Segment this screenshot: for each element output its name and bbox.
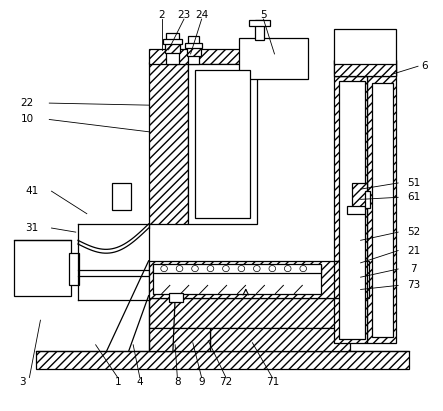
Text: 10: 10 (21, 115, 34, 125)
Text: 41: 41 (25, 186, 38, 196)
Text: 31: 31 (25, 223, 38, 233)
Text: 51: 51 (407, 178, 420, 188)
Bar (163, 39, 182, 44)
Text: 4: 4 (136, 377, 143, 388)
Bar (153, 265, 321, 293)
Text: 73: 73 (407, 280, 420, 291)
Bar (210, 328, 350, 351)
Bar (149, 62, 188, 224)
Bar (352, 183, 367, 208)
Bar (69, 253, 79, 285)
Bar (185, 43, 202, 48)
Bar (334, 60, 396, 76)
Text: 2: 2 (159, 10, 165, 20)
Text: 23: 23 (177, 10, 190, 20)
Bar (347, 206, 365, 214)
Bar (338, 81, 365, 339)
Bar (255, 20, 264, 39)
Bar (365, 191, 370, 208)
Bar (149, 328, 210, 351)
Text: 7: 7 (410, 264, 417, 274)
Text: 22: 22 (20, 98, 34, 108)
Text: 24: 24 (195, 10, 208, 20)
Text: 71: 71 (266, 377, 279, 388)
Text: 5: 5 (260, 10, 267, 20)
Bar (153, 264, 321, 273)
Circle shape (300, 266, 307, 272)
Bar (372, 83, 393, 337)
Circle shape (161, 266, 167, 272)
Bar (334, 76, 367, 343)
Bar (334, 60, 396, 76)
Bar (149, 298, 369, 328)
Text: 9: 9 (198, 377, 205, 388)
Text: 61: 61 (407, 192, 420, 202)
Text: 72: 72 (219, 377, 233, 388)
Bar (249, 20, 270, 26)
Bar (188, 36, 199, 64)
Bar (168, 293, 183, 302)
Bar (166, 33, 179, 64)
Circle shape (222, 266, 229, 272)
Bar (367, 64, 396, 343)
Bar (334, 29, 396, 64)
Bar (195, 70, 250, 218)
Text: 21: 21 (407, 245, 420, 256)
Bar (36, 351, 409, 369)
Circle shape (269, 266, 276, 272)
Circle shape (284, 266, 291, 272)
Bar (14, 240, 71, 296)
Bar (239, 37, 307, 79)
Bar (149, 261, 369, 298)
Circle shape (192, 266, 198, 272)
Bar (188, 64, 257, 224)
Text: 1: 1 (114, 377, 121, 388)
Text: 52: 52 (407, 227, 420, 237)
Bar (187, 47, 201, 56)
Circle shape (207, 266, 214, 272)
Bar (112, 183, 131, 210)
Bar (149, 48, 275, 64)
Circle shape (176, 266, 183, 272)
Bar (165, 43, 180, 53)
Circle shape (238, 266, 245, 272)
Circle shape (253, 266, 260, 272)
Bar (334, 261, 367, 298)
Text: 6: 6 (421, 61, 428, 71)
Text: 8: 8 (174, 377, 181, 388)
Text: 3: 3 (19, 377, 26, 388)
